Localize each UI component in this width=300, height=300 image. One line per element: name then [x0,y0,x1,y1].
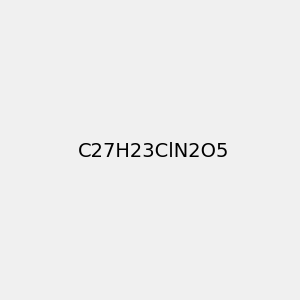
Text: C27H23ClN2O5: C27H23ClN2O5 [78,142,230,161]
